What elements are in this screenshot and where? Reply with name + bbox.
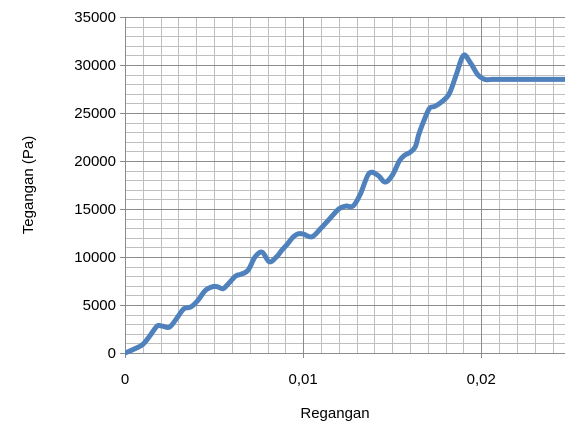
x-tick-label: 0,02: [467, 371, 496, 388]
series-line-0: [125, 52, 565, 356]
axes: [120, 17, 565, 358]
y-tick-label: 25000: [74, 105, 116, 122]
series-layer: [125, 52, 565, 356]
x-tick-label: 0: [121, 371, 129, 388]
x-axis-title: Regangan: [300, 405, 369, 422]
y-tick-label: 30000: [74, 57, 116, 74]
y-tick-label: 35000: [74, 9, 116, 26]
y-tick-label: 20000: [74, 153, 116, 170]
grid: [125, 17, 565, 353]
y-tick-label: 15000: [74, 201, 116, 218]
y-axis-title: Tegangan (Pa): [20, 136, 37, 234]
y-tick-label: 5000: [83, 297, 116, 314]
y-tick-label: 0: [108, 345, 116, 362]
tick-labels: 0 5000 10000 15000 20000 25000 30000 35000 0 0,01…: [74, 9, 496, 388]
y-tick-label: 10000: [74, 249, 116, 266]
x-tick-label: 0,01: [289, 371, 318, 388]
